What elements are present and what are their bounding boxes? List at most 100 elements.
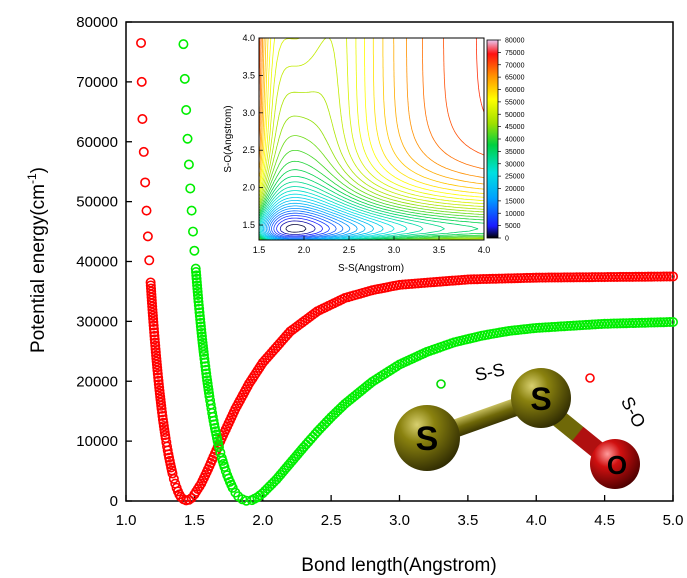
data-point — [599, 272, 610, 283]
data-point — [200, 364, 211, 375]
contour-line — [260, 193, 395, 240]
data-point — [150, 344, 161, 355]
data-point — [183, 159, 194, 170]
data-point — [630, 317, 641, 328]
data-point — [503, 273, 514, 284]
contour-line — [279, 220, 316, 235]
contour-line — [273, 215, 330, 238]
data-point — [147, 307, 158, 318]
data-point — [646, 271, 657, 282]
data-point — [465, 274, 476, 285]
data-point — [640, 317, 651, 328]
data-point — [612, 271, 623, 282]
inset-contour-plot: 1.5 2.0 2.5 3.0 3.5 4.0 1.5 2.0 2.5 3.0 3.5 4.0 S-S… — [223, 33, 525, 274]
data-point — [593, 272, 604, 283]
x-axis-label: Bond length(Angstrom) — [301, 555, 496, 576]
data-point — [580, 272, 591, 283]
data-point — [664, 317, 675, 328]
data-point — [649, 317, 660, 328]
colorbar-tick-label: 30000 — [505, 161, 525, 168]
data-point — [537, 272, 548, 283]
molecule-illustration: S S O S-S S-O — [394, 359, 650, 489]
y-tick-label: 10000 — [76, 433, 118, 450]
data-point — [596, 318, 607, 329]
data-point — [472, 274, 483, 285]
data-point — [450, 275, 461, 286]
data-point — [599, 318, 610, 329]
contour-line — [259, 38, 484, 190]
main-series — [136, 37, 678, 506]
data-point — [179, 73, 190, 84]
y-tick-label: 30000 — [76, 313, 118, 330]
data-point — [185, 183, 196, 194]
data-point — [565, 272, 576, 283]
data-point — [200, 361, 211, 372]
data-point — [410, 278, 421, 289]
data-point — [469, 274, 480, 285]
contour-line — [259, 38, 484, 185]
contour-line — [259, 38, 484, 201]
data-point — [487, 273, 498, 284]
colorbar-tick-label: 80000 — [505, 38, 525, 45]
data-point — [195, 321, 206, 332]
data-point — [186, 205, 197, 216]
data-point — [444, 275, 455, 286]
y-axis-label-sup: -1 — [25, 173, 39, 184]
inset-x-tick-label: 1.5 — [253, 245, 266, 255]
inset-y-tick-label: 2.5 — [242, 145, 255, 155]
data-point — [138, 146, 149, 157]
data-point — [403, 279, 414, 290]
sulfur-atom-1 — [394, 405, 460, 471]
data-point — [640, 271, 651, 282]
y-tick-label: 0 — [110, 493, 118, 510]
data-point — [521, 272, 532, 283]
data-point — [562, 272, 573, 283]
contour-line — [259, 38, 484, 205]
data-point — [150, 347, 161, 358]
data-point — [193, 300, 204, 311]
series-red — [136, 37, 678, 506]
data-point — [213, 442, 224, 453]
contour-line — [259, 38, 484, 198]
data-point — [441, 276, 452, 287]
inset-y-tick-label: 1.5 — [242, 220, 255, 230]
colorbar-tick-label: 35000 — [505, 149, 525, 156]
data-point — [587, 272, 598, 283]
data-point — [621, 318, 632, 329]
y-axis-label: Potential energy(cm-1) — [25, 167, 49, 353]
data-point — [565, 320, 576, 331]
colorbar-tick-label: 70000 — [505, 62, 525, 69]
inset-x-tick-label: 2.0 — [298, 245, 311, 255]
sulfur-atom-1-label: S — [416, 420, 439, 458]
y-tick-label: 50000 — [76, 194, 118, 211]
data-point — [140, 177, 151, 188]
data-point — [546, 272, 557, 283]
contour-line — [259, 160, 484, 240]
colorbar-tick-label: 60000 — [505, 87, 525, 94]
data-point — [309, 308, 320, 319]
data-point — [148, 316, 159, 327]
data-point — [478, 274, 489, 285]
inset-x-tick-label: 3.0 — [388, 245, 401, 255]
y-tick-label: 60000 — [76, 134, 118, 151]
inset-y-tick-label: 3.5 — [242, 70, 255, 80]
data-point — [667, 316, 678, 327]
contour-line — [263, 200, 375, 240]
data-point — [227, 482, 238, 493]
data-point — [199, 357, 210, 368]
data-point — [531, 272, 542, 283]
data-point — [191, 273, 202, 284]
data-point — [137, 113, 148, 124]
data-point — [580, 319, 591, 330]
data-point — [652, 271, 663, 282]
data-point — [191, 270, 202, 281]
data-point — [584, 272, 595, 283]
colorbar-tick-label: 10000 — [505, 211, 525, 218]
data-point — [196, 324, 207, 335]
contour-line — [259, 169, 484, 240]
data-point — [447, 275, 458, 286]
data-point — [459, 274, 470, 285]
data-point — [188, 226, 199, 237]
inset-y-tick-label: 3.0 — [242, 108, 255, 118]
